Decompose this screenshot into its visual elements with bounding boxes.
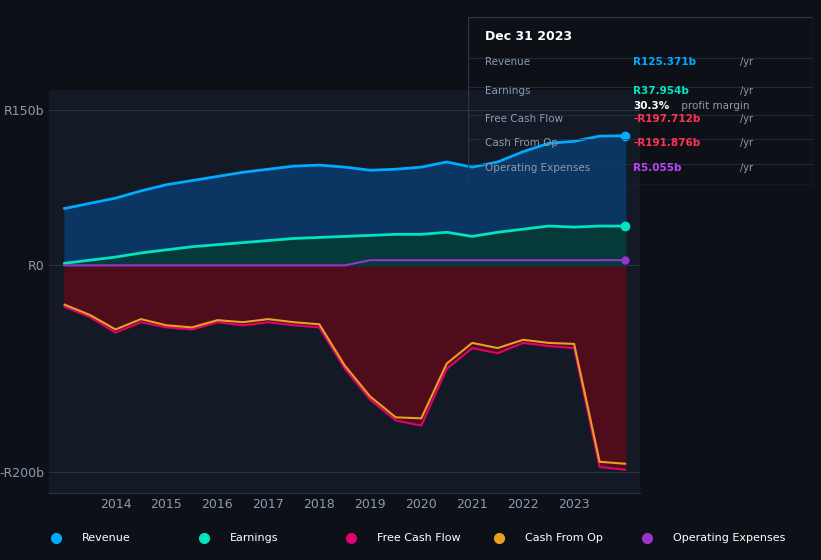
Text: R37.954b: R37.954b (634, 86, 690, 96)
Text: -R197.712b: -R197.712b (634, 114, 701, 124)
Text: Operating Expenses: Operating Expenses (485, 163, 590, 173)
Text: R5.055b: R5.055b (634, 163, 682, 173)
Text: /yr: /yr (741, 138, 754, 148)
Text: Cash From Op: Cash From Op (525, 533, 603, 543)
Text: /yr: /yr (741, 86, 754, 96)
Text: Free Cash Flow: Free Cash Flow (378, 533, 461, 543)
Text: Cash From Op: Cash From Op (485, 138, 558, 148)
Text: /yr: /yr (741, 114, 754, 124)
Text: Free Cash Flow: Free Cash Flow (485, 114, 563, 124)
Text: -R191.876b: -R191.876b (634, 138, 701, 148)
Text: R125.371b: R125.371b (634, 57, 696, 67)
Text: profit margin: profit margin (678, 101, 750, 111)
Text: /yr: /yr (741, 163, 754, 173)
Text: Earnings: Earnings (485, 86, 530, 96)
Text: Dec 31 2023: Dec 31 2023 (485, 30, 572, 43)
Text: Operating Expenses: Operating Expenses (673, 533, 785, 543)
Text: Earnings: Earnings (230, 533, 278, 543)
Text: 30.3%: 30.3% (634, 101, 670, 111)
Text: Revenue: Revenue (485, 57, 530, 67)
Text: Revenue: Revenue (82, 533, 131, 543)
Text: /yr: /yr (741, 57, 754, 67)
